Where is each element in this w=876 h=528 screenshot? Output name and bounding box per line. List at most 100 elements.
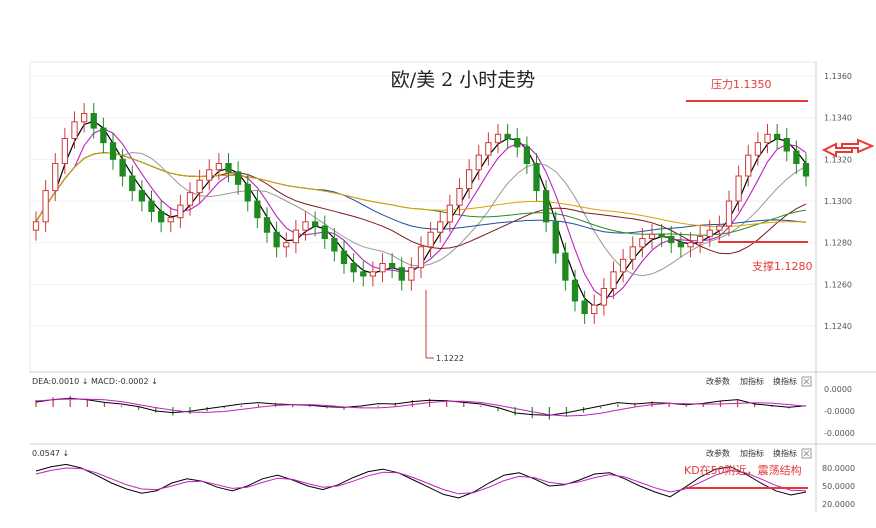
kd-y-tick: 50.0000 — [822, 482, 855, 491]
y-tick-label: 1.1340 — [824, 114, 852, 123]
candle-body — [485, 142, 492, 156]
candle-body — [138, 190, 146, 202]
resistance-label: 压力1.1350 — [711, 78, 772, 91]
candle-body — [206, 169, 213, 181]
macd-y-tick: -0.0000 — [824, 429, 855, 438]
candle-body — [456, 188, 463, 206]
y-tick-label: 1.1280 — [824, 239, 852, 248]
candle-body — [437, 221, 444, 233]
macd-y-ticks: 0.0000 -0.0000 -0.0000 — [824, 385, 855, 438]
candle-body — [446, 204, 454, 223]
candle-body — [340, 250, 348, 264]
candle-body — [254, 200, 261, 219]
candle-body — [696, 235, 704, 244]
macd-series — [35, 395, 807, 420]
macd-label: DEA:0.0010 ↓ MACD:-0.0002 ↓ — [32, 377, 158, 386]
candle-body — [629, 246, 636, 260]
candles — [32, 103, 810, 324]
kd-annotation: KD在50附近，震荡结构 — [684, 463, 802, 477]
candle-body — [129, 175, 136, 192]
candle-body — [552, 221, 559, 254]
candle-body — [90, 113, 97, 129]
kd-y-tick: 80.0000 — [822, 464, 855, 473]
macd-close-icon[interactable] — [801, 376, 812, 387]
candle-body — [523, 146, 531, 164]
candle-body — [360, 271, 367, 277]
candle-body — [735, 175, 742, 202]
macd-btn-switch[interactable]: 换指标 — [773, 376, 797, 386]
kd-btn-params[interactable]: 改参数 — [706, 448, 730, 458]
candle-body — [302, 221, 309, 231]
candle-body — [119, 158, 126, 177]
candle-body — [100, 127, 107, 144]
candle-body — [793, 150, 800, 164]
candle-body — [157, 210, 165, 223]
kd-btn-switch[interactable]: 换指标 — [773, 448, 797, 458]
y-tick-label: 1.1240 — [824, 322, 852, 331]
candle-body — [71, 121, 78, 140]
kd-d-line — [35, 467, 807, 495]
candle-body — [754, 142, 762, 156]
candle-body — [244, 183, 251, 202]
candle-body — [42, 190, 49, 223]
candle-body — [52, 163, 59, 192]
candle-body — [783, 138, 790, 152]
candle-body — [215, 163, 223, 171]
kd-series — [35, 463, 807, 499]
candle-body — [186, 192, 194, 206]
candle-body — [542, 190, 550, 223]
candle-body — [533, 163, 540, 192]
y-tick-label: 1.1300 — [824, 197, 852, 206]
y-tick-label: 1.1320 — [824, 155, 852, 164]
candle-body — [504, 133, 511, 139]
candle-body — [639, 238, 646, 248]
candle-body — [465, 169, 473, 189]
candle-body — [311, 221, 319, 227]
kd-label: 0.0547 ↓ — [32, 449, 69, 458]
candle-body — [417, 246, 425, 269]
kd-btn-add[interactable]: 加指标 — [740, 448, 764, 458]
y-tick-label: 1.1260 — [824, 280, 852, 289]
candle-body — [494, 133, 502, 144]
candle-body — [388, 263, 396, 269]
kd-close-icon[interactable] — [801, 448, 812, 459]
candle-body — [610, 271, 617, 290]
candle-body — [668, 235, 675, 244]
candle-body — [745, 154, 752, 177]
candle-body — [514, 138, 521, 148]
candle-body — [225, 163, 232, 173]
candle-body — [802, 163, 810, 177]
candle-body — [581, 300, 588, 314]
candle-body — [32, 221, 40, 231]
candle-body — [321, 225, 328, 239]
candle-body — [167, 217, 174, 223]
candle-body — [234, 171, 242, 185]
candle-body — [619, 258, 627, 273]
candle-body — [706, 229, 713, 237]
macd-y-tick: 0.0000 — [824, 385, 852, 394]
macd-y-tick: -0.0000 — [824, 407, 855, 416]
candle-body — [600, 288, 608, 306]
arrow-left-icon — [821, 142, 853, 158]
candle-body — [369, 271, 377, 277]
macd-dea-line — [35, 398, 807, 417]
macd-btn-params[interactable]: 改参数 — [706, 376, 730, 386]
candle-body — [80, 113, 88, 123]
candle-body — [350, 263, 357, 273]
candle-body — [591, 304, 598, 314]
candle-body — [764, 133, 771, 144]
candle-body — [773, 133, 781, 139]
candle-body — [398, 267, 405, 281]
macd-close-x — [803, 378, 810, 385]
candle-body — [263, 217, 271, 233]
candle-body — [427, 231, 434, 248]
grid-lines — [30, 75, 816, 327]
candle-body — [331, 238, 338, 252]
candle-body — [273, 231, 280, 248]
y-tick-label: 1.1360 — [824, 72, 852, 81]
candle-body — [725, 200, 733, 227]
kd-y-ticks: 80.0000 50.0000 20.0000 — [822, 464, 855, 509]
macd-btn-add[interactable]: 加指标 — [740, 376, 764, 386]
